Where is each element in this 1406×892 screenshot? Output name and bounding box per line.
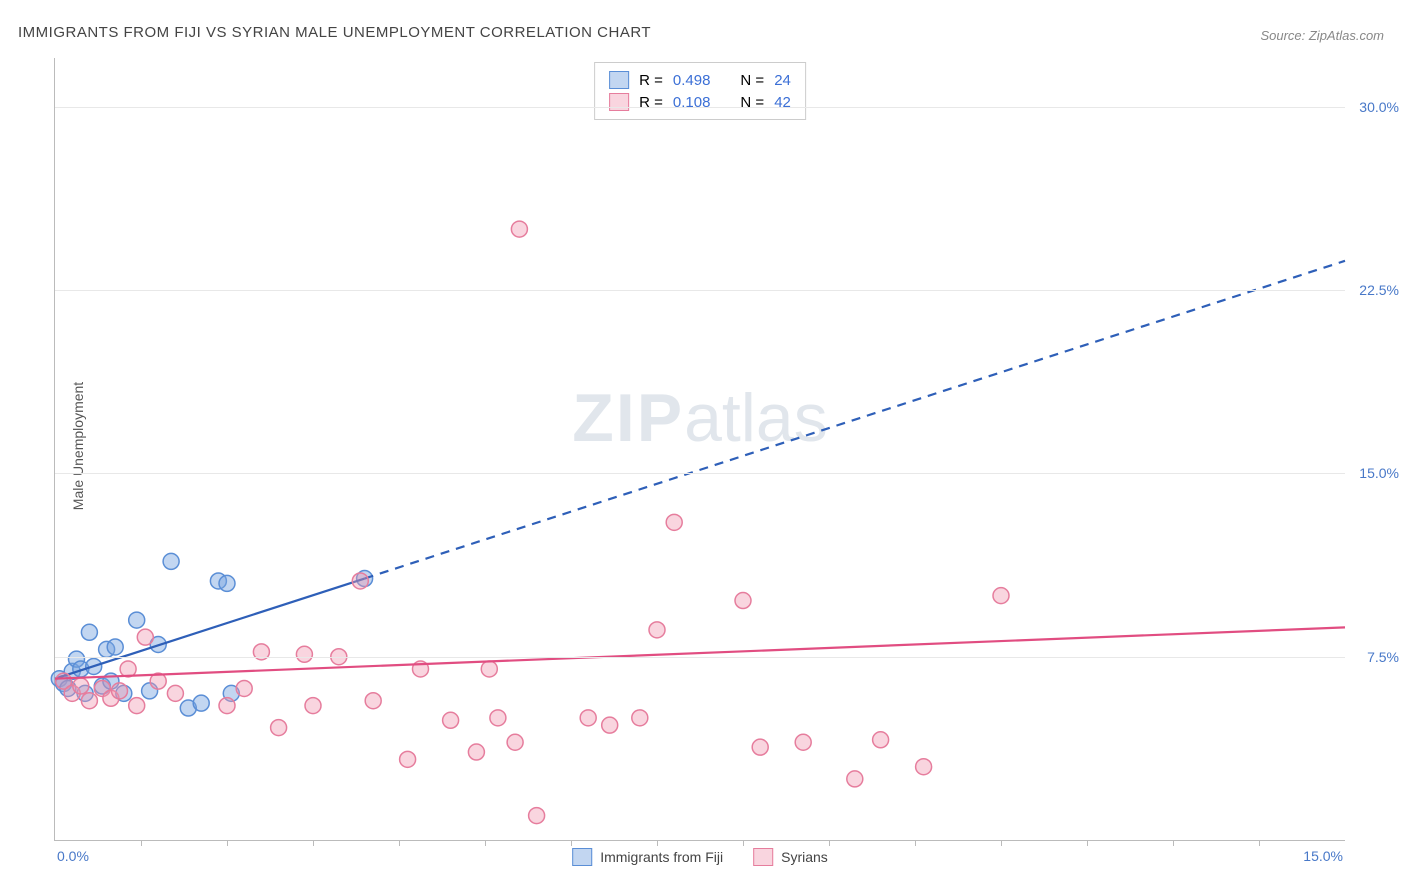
legend-r-label: R = [639, 94, 663, 111]
plot-area: ZIPatlas R =0.498N =24R =0.108N =42 0.0%… [54, 58, 1345, 841]
gridline [55, 657, 1345, 658]
x-tick-mark [485, 840, 486, 846]
chart-svg [55, 58, 1345, 840]
data-point [916, 759, 932, 775]
data-point [602, 717, 618, 733]
legend-n-value: 24 [774, 72, 791, 89]
data-point [847, 771, 863, 787]
data-point [236, 680, 252, 696]
y-tick-label: 30.0% [1351, 99, 1399, 115]
x-tick-mark [399, 840, 400, 846]
data-point [219, 575, 235, 591]
data-point [352, 573, 368, 589]
x-tick-mark [1259, 840, 1260, 846]
data-point [490, 710, 506, 726]
data-point [993, 588, 1009, 604]
data-point [795, 734, 811, 750]
source-attribution: Source: ZipAtlas.com [1260, 28, 1384, 43]
legend-item: Immigrants from Fiji [572, 848, 723, 866]
legend-item: Syrians [753, 848, 828, 866]
data-point [296, 646, 312, 662]
data-point [507, 734, 523, 750]
y-tick-label: 7.5% [1351, 649, 1399, 665]
data-point [468, 744, 484, 760]
data-point [511, 221, 527, 237]
data-point [481, 661, 497, 677]
data-point [400, 751, 416, 767]
legend-swatch [572, 848, 592, 866]
data-point [305, 698, 321, 714]
data-point [129, 698, 145, 714]
gridline [55, 107, 1345, 108]
y-tick-label: 22.5% [1351, 282, 1399, 298]
legend-correlation: R = 0.498 N = 24 R = 0.108 N = 42 [594, 62, 806, 120]
legend-n-value: 42 [774, 94, 791, 111]
legend-swatch [609, 71, 629, 89]
data-point [193, 695, 209, 711]
data-point [129, 612, 145, 628]
data-point [137, 629, 153, 645]
legend-swatch [609, 93, 629, 111]
data-point [112, 683, 128, 699]
legend-r-value: 0.108 [673, 94, 711, 111]
data-point [73, 678, 89, 694]
gridline [55, 473, 1345, 474]
legend-swatch [753, 848, 773, 866]
x-tick-mark [1173, 840, 1174, 846]
x-tick-mark [1001, 840, 1002, 846]
data-point [219, 698, 235, 714]
x-tick-mark [313, 840, 314, 846]
data-point [107, 639, 123, 655]
trend-line [55, 627, 1345, 678]
data-point [167, 685, 183, 701]
x-tick-mark [227, 840, 228, 846]
x-tick-max: 15.0% [1303, 848, 1343, 864]
x-tick-mark [829, 840, 830, 846]
data-point [649, 622, 665, 638]
data-point [365, 693, 381, 709]
y-tick-label: 15.0% [1351, 465, 1399, 481]
data-point [81, 693, 97, 709]
legend-row: R = 0.108 N = 42 [609, 91, 791, 113]
x-tick-mark [743, 840, 744, 846]
x-tick-mark [915, 840, 916, 846]
data-point [443, 712, 459, 728]
x-tick-mark [141, 840, 142, 846]
legend-r-label: R = [639, 72, 663, 89]
chart-title: IMMIGRANTS FROM FIJI VS SYRIAN MALE UNEM… [18, 24, 651, 41]
data-point [873, 732, 889, 748]
legend-label: Syrians [781, 849, 828, 865]
data-point [666, 514, 682, 530]
legend-row: R = 0.498 N = 24 [609, 69, 791, 91]
legend-n-label: N = [740, 72, 764, 89]
legend-label: Immigrants from Fiji [600, 849, 723, 865]
data-point [752, 739, 768, 755]
data-point [529, 808, 545, 824]
x-tick-mark [657, 840, 658, 846]
gridline [55, 290, 1345, 291]
trend-line [55, 579, 365, 679]
x-tick-mark [1087, 840, 1088, 846]
data-point [632, 710, 648, 726]
x-tick-min: 0.0% [57, 848, 89, 864]
trend-line-dashed [365, 261, 1345, 579]
data-point [81, 624, 97, 640]
data-point [580, 710, 596, 726]
legend-n-label: N = [740, 94, 764, 111]
data-point [163, 553, 179, 569]
x-tick-mark [571, 840, 572, 846]
data-point [735, 593, 751, 609]
data-point [271, 720, 287, 736]
legend-r-value: 0.498 [673, 72, 711, 89]
legend-series: Immigrants from Fiji Syrians [572, 848, 828, 866]
